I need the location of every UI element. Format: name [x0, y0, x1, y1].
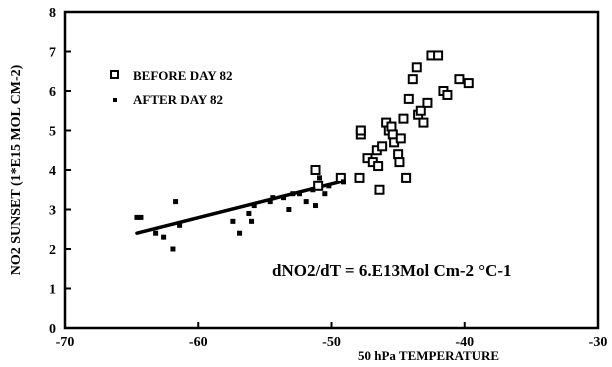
point-after-day-82 — [153, 230, 159, 236]
x-tick-label: -70 — [56, 335, 75, 350]
y-tick-label: 5 — [49, 125, 56, 140]
point-before-day-82 — [411, 62, 422, 73]
point-before-day-82 — [401, 172, 412, 183]
point-before-day-82 — [407, 74, 418, 85]
point-after-day-82 — [134, 214, 140, 220]
point-before-day-82 — [386, 121, 397, 132]
point-before-day-82 — [313, 180, 324, 191]
point-after-day-82 — [297, 191, 303, 197]
point-after-day-82 — [313, 203, 319, 209]
axis-ticks: 0 1 2 3 4 5 6 7 8 -70 -60 -50 -40 -30 — [49, 6, 607, 350]
y-tick-label: 8 — [49, 6, 56, 21]
x-tick-label: -50 — [322, 335, 341, 350]
y-tick-label: 3 — [49, 204, 56, 219]
point-before-day-82 — [394, 157, 405, 168]
point-before-day-82 — [415, 105, 426, 116]
point-after-day-82 — [237, 230, 243, 236]
point-before-day-82 — [355, 125, 366, 136]
point-after-day-82 — [251, 203, 257, 209]
point-after-day-82 — [281, 195, 287, 201]
point-before-day-82 — [422, 97, 433, 108]
point-after-day-82 — [317, 175, 323, 181]
point-after-day-82 — [267, 199, 273, 205]
plot-frame — [63, 10, 600, 330]
point-before-day-82 — [454, 74, 465, 85]
point-before-day-82 — [310, 165, 321, 175]
point-before-day-82 — [354, 172, 365, 183]
x-axis-title: 50 hPa TEMPERATURE — [358, 348, 499, 363]
point-before-day-82 — [373, 161, 384, 172]
point-after-day-82 — [286, 207, 292, 212]
y-tick-label: 7 — [49, 46, 56, 61]
point-before-day-82 — [442, 89, 453, 100]
legend-marker-after-day-82 — [113, 98, 117, 102]
fit-line-group — [135, 180, 342, 235]
point-after-day-82 — [230, 218, 236, 224]
point-before-day-82 — [387, 129, 398, 140]
point-before-day-82 — [433, 50, 444, 61]
y-tick-label: 4 — [49, 164, 56, 179]
point-after-day-82 — [303, 199, 309, 205]
data-points — [134, 50, 474, 252]
legend-label-after-day-82: AFTER DAY 82 — [133, 92, 223, 107]
legend-marker-before-day-82 — [110, 70, 119, 79]
point-before-day-82 — [335, 172, 346, 183]
y-axis-title: NO2 SUNSET (1*E15 MOL CM-2) — [9, 64, 24, 275]
point-after-day-82 — [270, 195, 276, 201]
point-after-day-82 — [177, 222, 183, 228]
fit-line — [135, 180, 342, 235]
point-after-day-82 — [173, 199, 179, 205]
slope-annotation: dNO2/dT = 6.E13Mol Cm-2 °C-1 — [272, 261, 512, 280]
point-before-day-82 — [463, 78, 474, 89]
point-after-day-82 — [340, 179, 346, 185]
point-after-day-82 — [249, 218, 255, 224]
point-after-day-82 — [161, 234, 167, 240]
point-after-day-82 — [310, 187, 316, 193]
point-before-day-82 — [374, 184, 385, 195]
point-after-day-82 — [322, 191, 328, 197]
y-tick-label: 6 — [49, 85, 56, 100]
point-before-day-82 — [393, 149, 404, 160]
x-tick-label: -30 — [589, 335, 608, 350]
y-tick-label: 0 — [49, 322, 56, 337]
y-tick-label: 1 — [49, 283, 56, 298]
point-before-day-82 — [395, 133, 406, 144]
point-after-day-82 — [246, 210, 252, 216]
point-after-day-82 — [326, 183, 332, 189]
point-after-day-82 — [170, 246, 176, 252]
point-after-day-82 — [138, 214, 144, 220]
point-before-day-82 — [398, 113, 409, 124]
point-before-day-82 — [377, 141, 388, 152]
point-after-day-82 — [290, 191, 296, 197]
point-before-day-82 — [403, 93, 414, 104]
legend: BEFORE DAY 82 AFTER DAY 82 — [110, 68, 232, 107]
y-tick-label: 2 — [49, 243, 56, 258]
legend-label-before-day-82: BEFORE DAY 82 — [133, 68, 232, 83]
x-tick-label: -40 — [455, 335, 474, 350]
x-tick-label: -60 — [189, 335, 208, 350]
point-before-day-82 — [418, 117, 429, 128]
